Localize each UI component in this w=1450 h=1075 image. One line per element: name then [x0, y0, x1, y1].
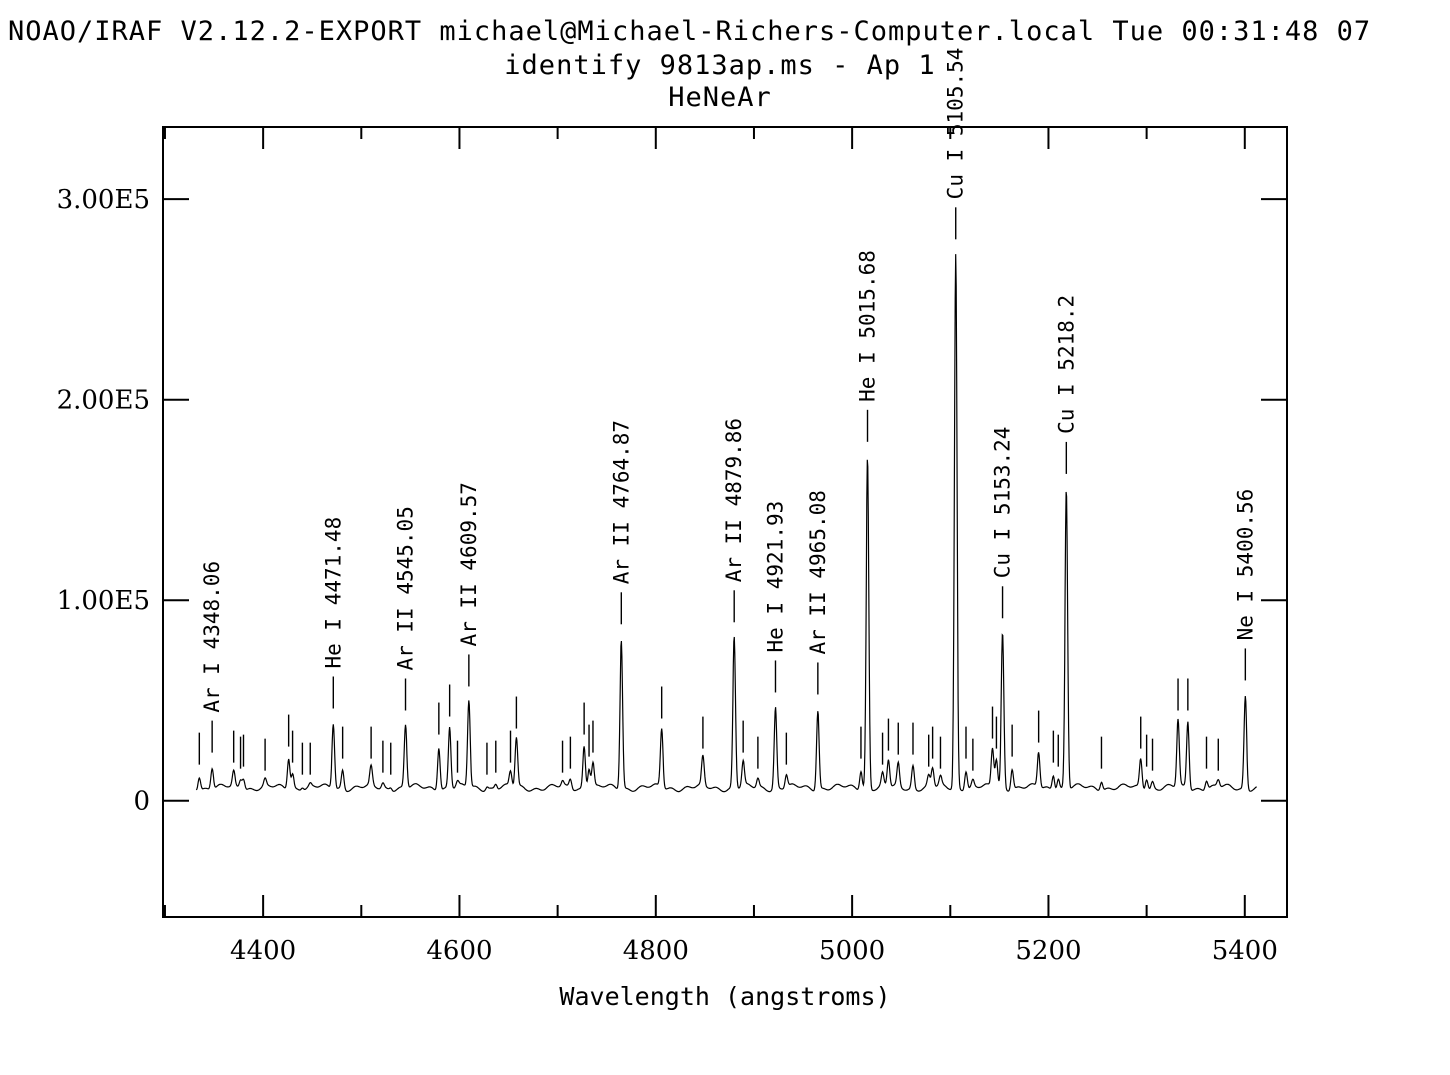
line-id-label: He I 4471.48	[321, 517, 345, 669]
x-tick-label: 5000	[819, 936, 885, 966]
plot-frame	[162, 126, 1288, 918]
line-id-label: Ar II 4764.87	[609, 420, 633, 584]
line-id-label: Ar II 4965.08	[806, 490, 830, 654]
line-id-label: Ar II 4879.86	[722, 418, 746, 582]
x-tick-label: 4800	[623, 936, 689, 966]
line-id-label: Ar II 4609.57	[457, 482, 481, 646]
line-id-label: He I 4921.93	[763, 501, 787, 653]
y-tick-label: 3.00E5	[57, 185, 150, 215]
line-id-label: Ar II 4545.05	[394, 506, 418, 670]
line-id-label: Ar I 4348.06	[200, 561, 224, 713]
line-id-label: He I 5015.68	[856, 250, 880, 402]
x-tick-label: 4600	[426, 936, 492, 966]
y-tick-label: 1.00E5	[57, 586, 150, 616]
x-axis-label: Wavelength (angstroms)	[559, 982, 890, 1011]
plot-title: HeNeAr	[668, 82, 772, 113]
y-tick-label: 2.00E5	[57, 386, 150, 416]
line-id-label: Cu I 5218.2	[1054, 295, 1078, 434]
x-tick-label: 5400	[1212, 936, 1278, 966]
line-id-label: Cu I 5153.24	[991, 427, 1015, 579]
y-tick-label: 0	[133, 787, 150, 817]
x-tick-label: 5200	[1015, 936, 1081, 966]
line-id-label: Cu I 5105.54	[944, 48, 968, 200]
plot-subtitle: identify 9813ap.ms - Ap 1	[504, 50, 936, 81]
x-tick-label: 4400	[230, 936, 296, 966]
spectrum-line	[195, 254, 1257, 793]
line-id-label: Ne I 5400.56	[1233, 489, 1257, 641]
system-header-line: NOAO/IRAF V2.12.2-EXPORT michael@Michael…	[8, 16, 1372, 47]
